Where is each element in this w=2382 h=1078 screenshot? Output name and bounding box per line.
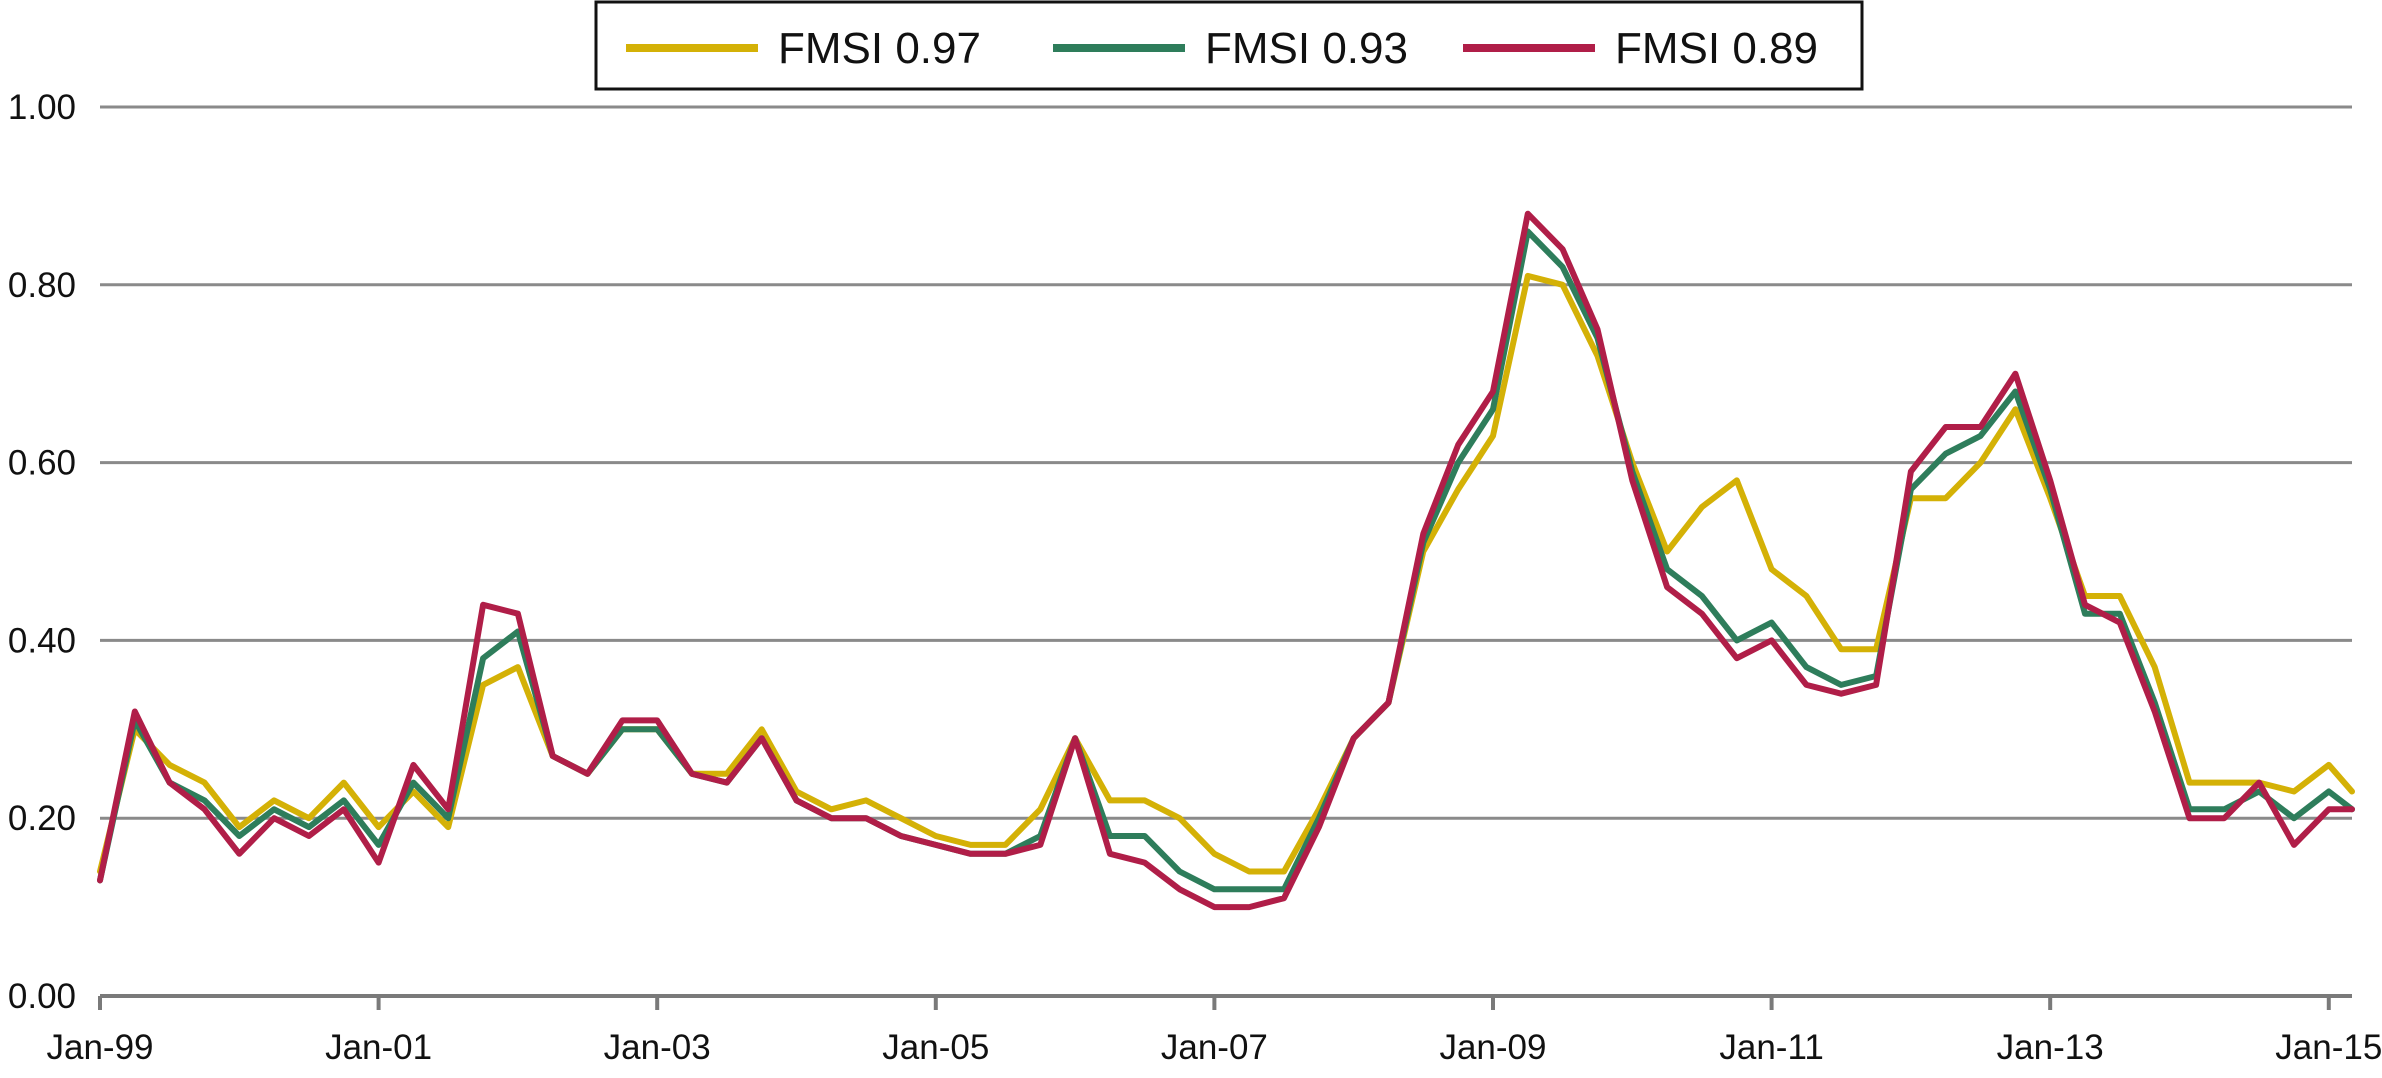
legend: FMSI 0.97 FMSI 0.93 FMSI 0.89 [594, 0, 1864, 91]
series-line-fmsi-0-93 [97, 228, 2355, 893]
y-tick-label: 0.60 [8, 444, 76, 483]
y-tick-label: 0.20 [8, 799, 76, 838]
series-lines [97, 210, 2355, 911]
x-tick-label: Jan-03 [604, 1028, 711, 1067]
x-tick-label: Jan-01 [325, 1028, 432, 1067]
series-line-fmsi-0-89 [97, 210, 2355, 911]
x-axis-ticks: Jan-99 Jan-01 Jan-03 Jan-05 Jan-07 Jan-09 Jan-… [46, 996, 2382, 1067]
y-tick-label: 1.00 [8, 88, 76, 127]
y-tick-label: 0.40 [8, 621, 76, 660]
series-line-fmsi-0-97 [97, 272, 2355, 875]
y-axis-ticks: 0.00 0.20 0.40 0.60 0.80 1.00 [8, 88, 76, 1016]
x-tick-label: Jan-99 [46, 1028, 153, 1067]
y-tick-label: 0.00 [8, 977, 76, 1016]
grid-lines [100, 105, 2352, 820]
x-tick-label: Jan-15 [2275, 1028, 2382, 1067]
x-tick-label: Jan-09 [1439, 1028, 1546, 1067]
legend-label-fmsi-093: FMSI 0.93 [1205, 24, 1408, 73]
legend-box [594, 0, 1864, 91]
legend-label-fmsi-089: FMSI 0.89 [1615, 24, 1818, 73]
x-tick-label: Jan-11 [1719, 1028, 1823, 1067]
x-tick-label: Jan-05 [882, 1028, 989, 1067]
y-tick-label: 0.80 [8, 266, 76, 305]
x-tick-label: Jan-13 [1997, 1028, 2104, 1067]
legend-label-fmsi-097: FMSI 0.97 [778, 24, 981, 73]
x-tick-label: Jan-07 [1161, 1028, 1268, 1067]
